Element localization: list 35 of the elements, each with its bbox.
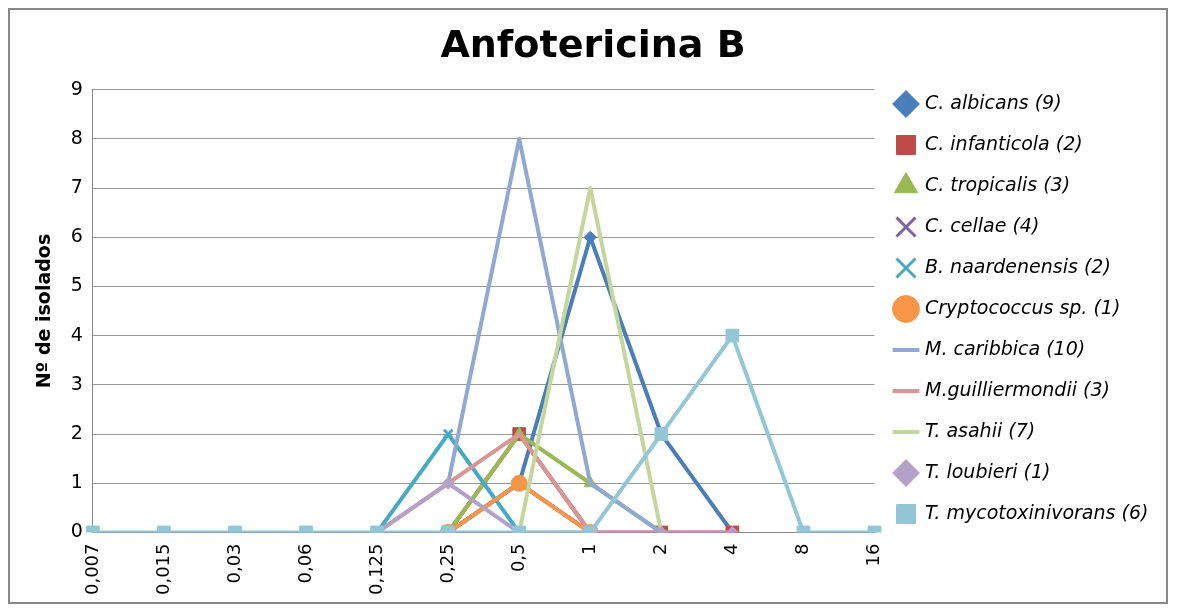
legend-label: C. tropicalis (3) — [925, 172, 1071, 195]
x-tick-label: 8 — [791, 543, 813, 555]
x-tick-label: 0,03 — [222, 543, 244, 584]
x-tick-label: 0,015 — [151, 543, 173, 595]
legend-label: Cryptococcus sp. (1) — [925, 295, 1121, 318]
y-tick-label: 4 — [70, 322, 83, 345]
x-tick-label: 0,25 — [435, 543, 457, 584]
y-tick-label: 5 — [70, 273, 83, 296]
legend-label: T. mycotoxinivorans (6) — [925, 500, 1149, 523]
legend-label: B. naardenensis (2) — [925, 254, 1111, 277]
x-tick-label: 4 — [720, 543, 742, 555]
y-axis-title: Nº de isolados — [32, 233, 55, 389]
chart-title: Anfotericina B — [440, 21, 746, 66]
legend-label: C. cellae (4) — [925, 213, 1040, 236]
y-tick-label: 0 — [70, 519, 83, 542]
y-tick-label: 1 — [70, 470, 83, 493]
legend-label: M. caribbica (10) — [925, 336, 1086, 359]
y-tick-label: 9 — [70, 76, 83, 99]
x-tick-label: 0,06 — [293, 543, 315, 584]
x-tick-label: 1 — [577, 543, 599, 555]
x-tick-label: 0,5 — [506, 543, 528, 573]
y-tick-label: 7 — [70, 174, 83, 197]
y-tick-label: 2 — [70, 420, 83, 443]
y-tick-label: 3 — [70, 371, 83, 394]
y-tick-label: 6 — [70, 224, 83, 247]
x-tick-label: 0,007 — [80, 543, 102, 595]
y-tick-label: 8 — [70, 125, 83, 148]
legend-label: C. infanticola (2) — [925, 131, 1083, 154]
x-tick-label: 16 — [862, 543, 884, 567]
legend-label: C. albicans (9) — [925, 90, 1062, 113]
x-tick-label: 0,125 — [364, 543, 386, 595]
x-tick-label: 2 — [649, 543, 671, 555]
legend-label: M.guilliermondii (3) — [925, 377, 1110, 400]
legend-label: T. asahii (7) — [925, 418, 1036, 441]
legend-label: T. loubieri (1) — [925, 459, 1051, 482]
